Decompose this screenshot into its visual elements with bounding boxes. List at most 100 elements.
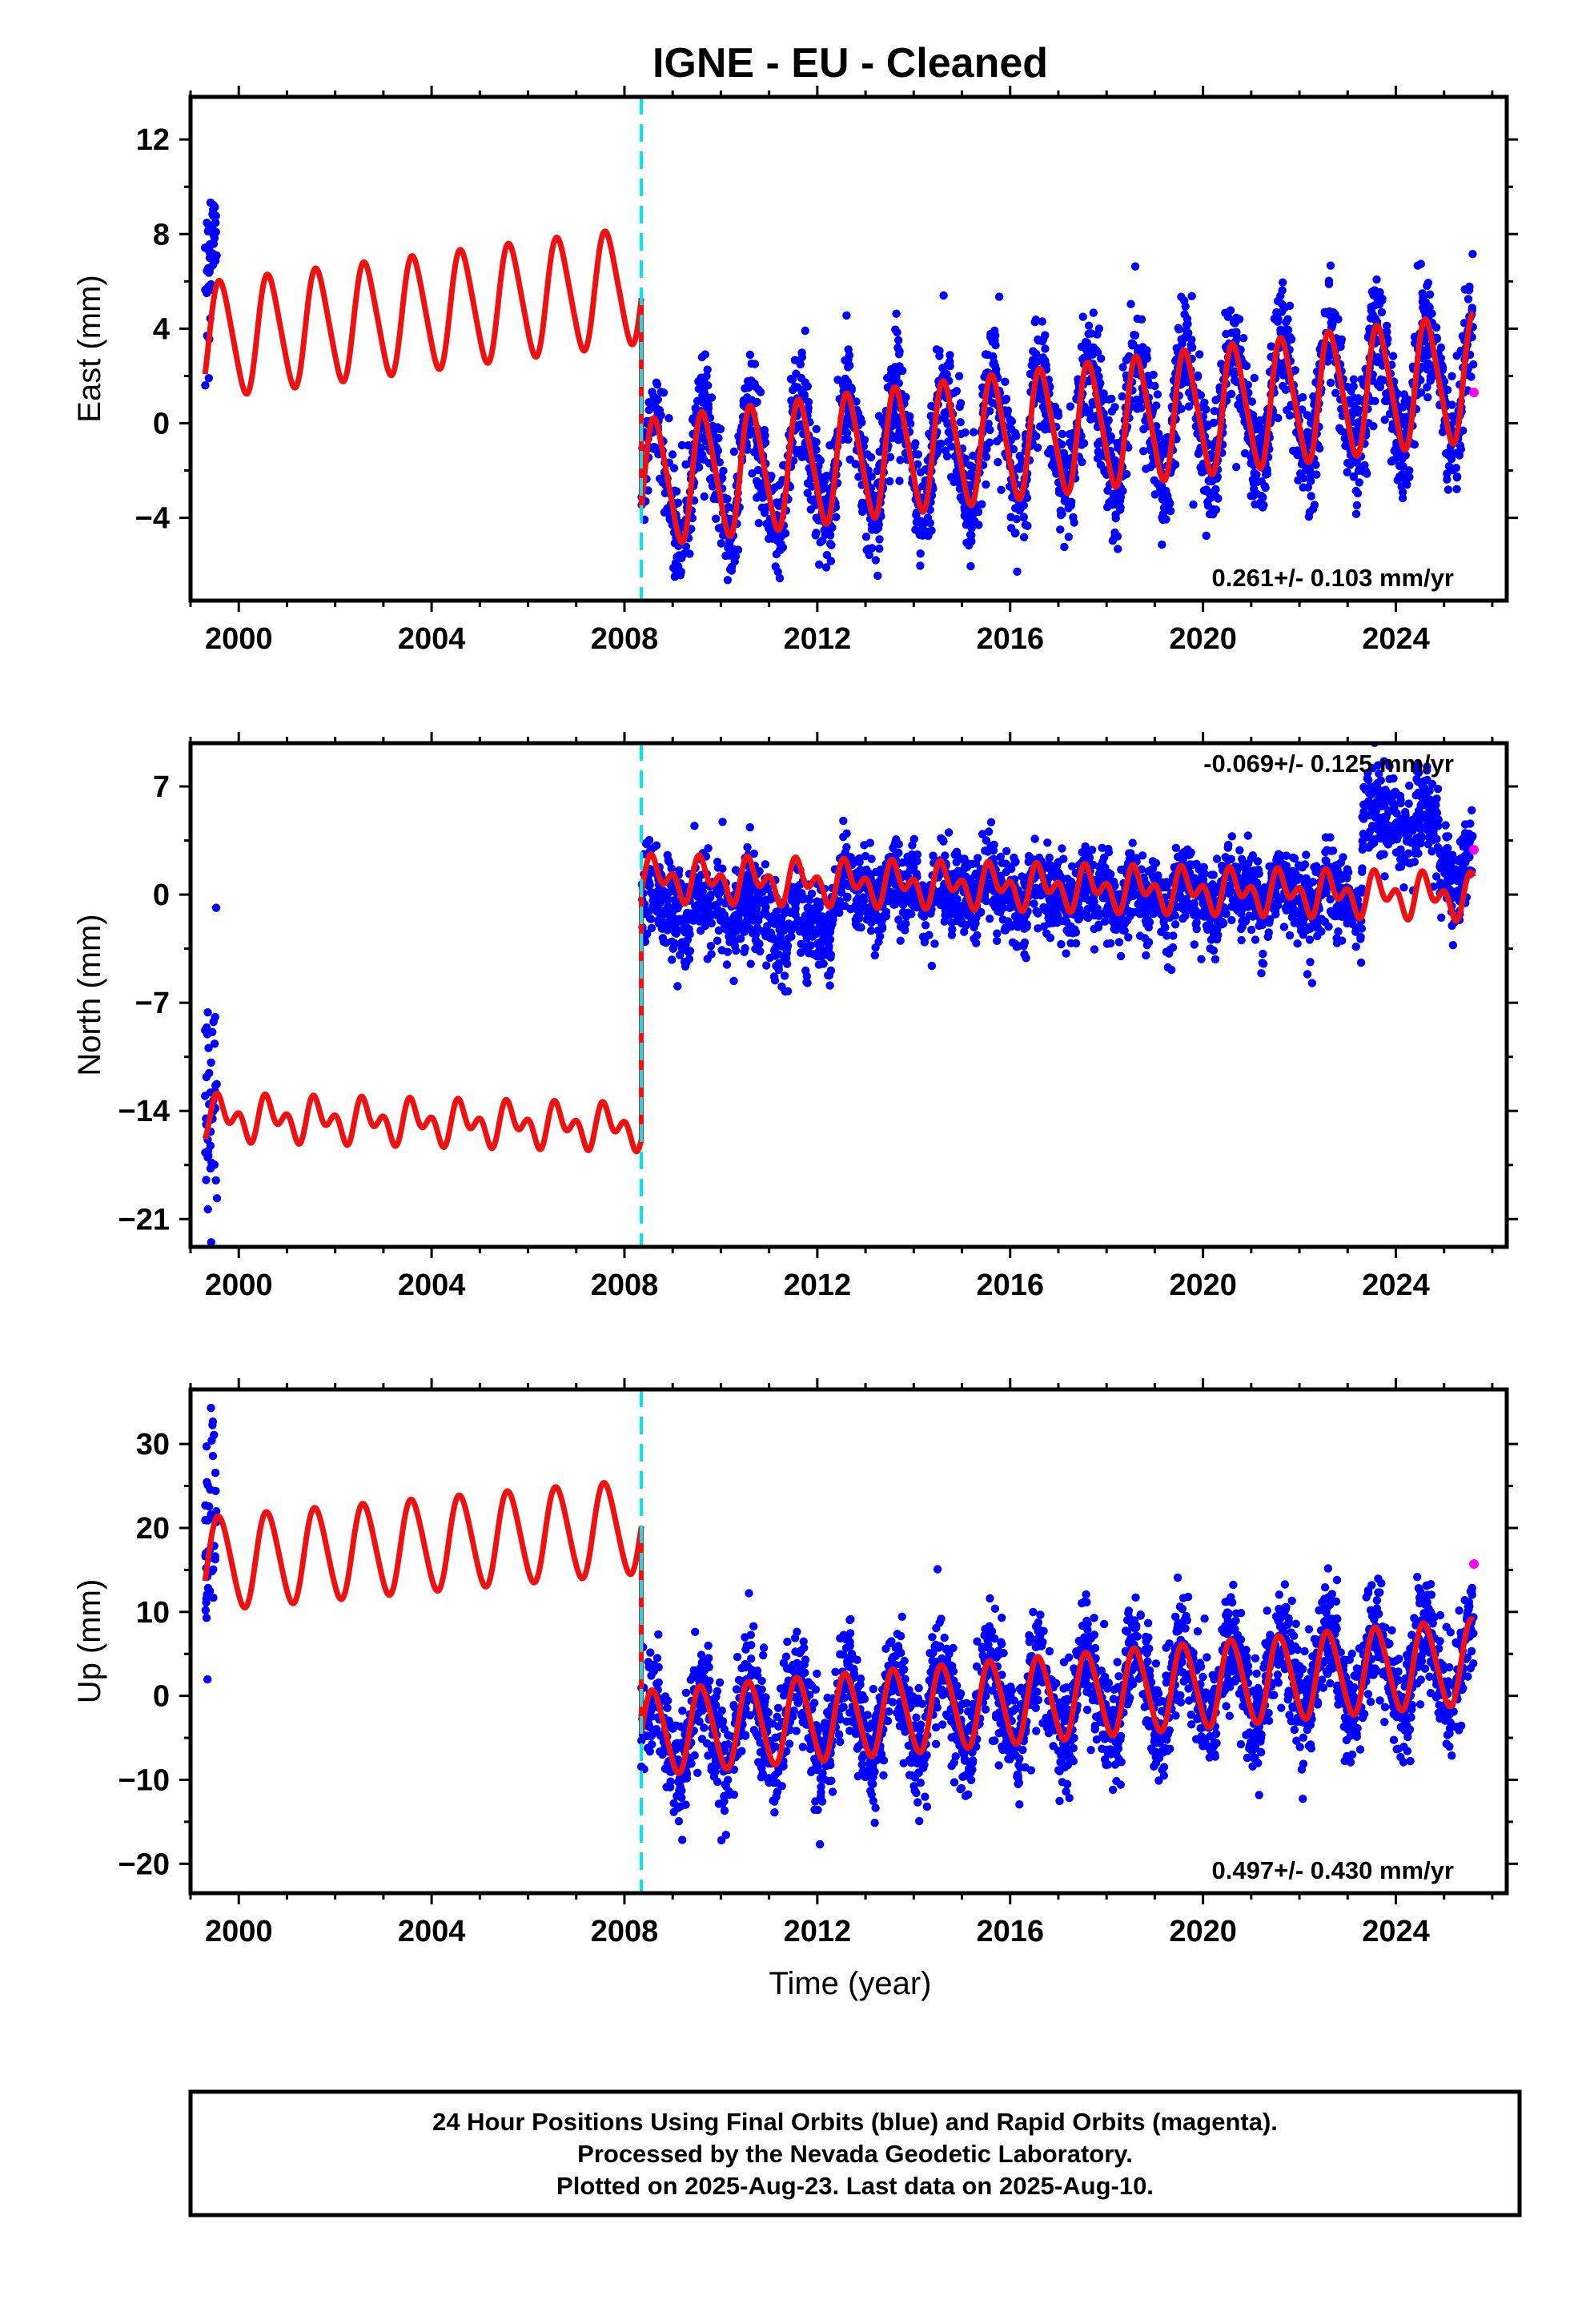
final-orbit-point: [743, 842, 752, 852]
final-orbit-point: [1099, 389, 1108, 398]
final-orbit-point: [921, 921, 930, 930]
final-orbit-point: [1303, 970, 1312, 979]
final-orbit-point: [685, 930, 694, 939]
final-orbit-point: [201, 381, 210, 390]
final-orbit-point: [1237, 935, 1246, 945]
final-orbit-point: [693, 901, 701, 910]
final-orbit-point: [708, 480, 717, 490]
final-orbit-point: [676, 553, 685, 561]
final-orbit-point: [883, 383, 893, 392]
final-orbit-point: [1443, 448, 1452, 457]
y-tick-label: 12: [136, 123, 170, 157]
final-orbit-point: [1305, 508, 1315, 517]
final-orbit-point: [1285, 931, 1295, 940]
final-orbit-point: [826, 557, 836, 565]
final-orbit-point: [1187, 292, 1196, 300]
final-orbit-point: [656, 911, 666, 920]
final-orbit-point: [912, 510, 921, 520]
final-orbit-point: [671, 558, 681, 567]
final-orbit-point: [203, 1008, 212, 1017]
final-orbit-point: [713, 446, 722, 455]
final-orbit-point: [935, 352, 944, 360]
final-orbit-point: [825, 531, 835, 540]
final-orbit-point: [892, 309, 901, 318]
final-orbit-point: [812, 513, 821, 522]
final-orbit-point: [837, 377, 847, 386]
final-orbit-point: [644, 405, 653, 415]
final-orbit-point: [896, 456, 905, 464]
final-orbit-point: [901, 393, 910, 402]
final-orbit-point: [789, 887, 798, 895]
final-orbit-point: [1331, 388, 1340, 397]
final-orbit-point: [815, 560, 824, 569]
final-orbit-point: [211, 903, 221, 912]
final-orbit-point: [717, 946, 726, 955]
final-orbit-point: [1152, 401, 1161, 410]
final-orbit-point: [1056, 525, 1065, 534]
final-orbit-point: [1001, 377, 1010, 386]
final-orbit-point: [1243, 380, 1253, 389]
final-orbit-point: [1350, 401, 1359, 411]
final-orbit-point: [1255, 416, 1264, 425]
final-orbit-point: [799, 444, 808, 453]
final-orbit-point: [1418, 289, 1427, 298]
final-orbit-point: [1070, 518, 1078, 527]
final-orbit-point: [1056, 506, 1066, 515]
final-orbit-points: [200, 743, 1477, 1247]
final-orbit-point: [695, 376, 704, 385]
final-orbit-point: [1158, 540, 1166, 549]
final-orbit-point: [704, 381, 713, 390]
final-orbit-point: [1321, 856, 1331, 865]
final-orbit-point: [669, 907, 678, 915]
final-orbit-point: [212, 1194, 222, 1203]
final-orbit-point: [802, 919, 811, 927]
final-orbit-point: [777, 539, 785, 548]
final-orbit-point: [761, 860, 770, 869]
final-orbit-point: [1447, 400, 1456, 409]
final-orbit-point: [786, 908, 795, 918]
final-orbit-point: [896, 936, 905, 945]
final-orbit-point: [203, 1204, 212, 1214]
final-orbit-point: [1202, 531, 1211, 541]
final-orbit-point: [723, 494, 732, 504]
final-orbit-point: [731, 927, 740, 935]
final-orbit-point: [806, 495, 815, 504]
final-orbit-point: [1248, 491, 1258, 500]
final-orbit-point: [1343, 468, 1351, 476]
final-orbit-point: [749, 912, 758, 921]
final-orbit-point: [205, 267, 214, 276]
final-orbit-point: [1160, 435, 1170, 444]
final-orbit-point: [211, 1012, 219, 1022]
final-orbit-point: [781, 987, 789, 996]
final-orbit-point: [867, 854, 876, 863]
final-orbit-point: [1022, 493, 1032, 502]
final-orbit-point: [211, 256, 220, 265]
final-orbit-point: [1367, 287, 1377, 296]
final-orbit-point: [1106, 432, 1115, 441]
final-orbit-point: [1352, 501, 1362, 510]
final-orbit-point: [942, 370, 952, 379]
final-orbit-point: [685, 549, 694, 558]
final-orbit-point: [947, 919, 956, 927]
y-tick-label: 8: [153, 218, 170, 251]
final-orbit-point: [1064, 504, 1073, 513]
final-orbit-point: [1078, 312, 1087, 321]
x-tick-label: 2020: [1169, 622, 1237, 656]
final-orbit-point: [1058, 844, 1066, 853]
final-orbit-point: [969, 428, 978, 436]
final-orbit-point: [1349, 375, 1359, 384]
final-orbit-point: [203, 288, 211, 298]
final-orbit-point: [1159, 493, 1168, 503]
final-orbit-point: [1078, 457, 1086, 467]
east-panel: 2000 2004 2008 2012 2016 2020 2024−404812East …: [72, 86, 1518, 656]
final-orbit-point: [978, 500, 986, 509]
final-orbit-point: [212, 1080, 221, 1089]
final-orbit-point: [1107, 407, 1117, 416]
final-orbit-point: [1351, 509, 1361, 518]
final-orbit-point: [746, 902, 755, 911]
final-orbit-point: [1206, 944, 1215, 953]
final-orbit-point: [754, 385, 763, 394]
final-orbit-point: [1325, 307, 1334, 316]
final-orbit-point: [1425, 303, 1434, 312]
final-orbit-point: [1134, 400, 1143, 408]
